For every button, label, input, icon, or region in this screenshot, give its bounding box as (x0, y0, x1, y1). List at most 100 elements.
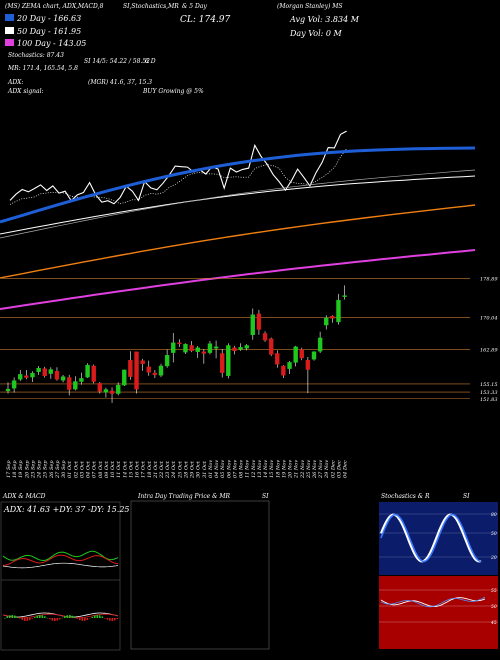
adx-line (2, 562, 119, 569)
macd-signal-line (2, 613, 119, 619)
header-studies: SI,Stochastics,MR (123, 3, 179, 10)
date-label: 17 Sep (6, 460, 12, 478)
price-level-label: 162.89 (480, 348, 498, 354)
date-label: 08 Oct (98, 460, 104, 478)
date-label: 07 Nov (232, 460, 238, 478)
date-label: 28 Oct (183, 460, 189, 479)
date-label: 25 Oct (177, 460, 183, 479)
candle-down (189, 345, 194, 352)
macd-histogram-bar (49, 618, 51, 620)
macd-histogram-bar (106, 618, 109, 620)
candle-up (287, 362, 292, 369)
date-axis: 17 Sep 18 Sep 19 Sep 20 Sep 23 Sep 24 Sep 25 S… (6, 460, 349, 479)
candle-down (219, 353, 225, 373)
price-level-label: 153.33 (480, 390, 498, 396)
candle-up (36, 367, 41, 372)
candle-up (226, 345, 231, 376)
date-label: 07 Oct (92, 460, 98, 478)
date-label: 11 Nov (245, 460, 251, 478)
macd-histogram-bar (101, 616, 104, 618)
macd-histogram-bar (66, 615, 69, 618)
candle-up (60, 376, 66, 381)
candle-down (140, 360, 145, 364)
intraday-panel (130, 500, 270, 650)
macd-histogram-bar (16, 616, 19, 618)
candlesticks (5, 285, 347, 403)
date-label: 14 Oct (122, 460, 128, 478)
date-label: 04 Oct (86, 460, 92, 478)
date-label: 30 Sep (61, 460, 67, 478)
macd-histogram-bar (94, 615, 96, 618)
date-label: 15 Nov (269, 460, 275, 478)
macd-histogram-bar (36, 615, 39, 618)
date-label: 21 Oct (153, 460, 159, 479)
candle-down (305, 359, 311, 370)
macd-histogram-bar (44, 616, 46, 618)
buy-signal: BUY Growing @ 5% (142, 88, 204, 95)
header-title: (MS) ZEMA chart, ADX,MACD,8 (5, 3, 104, 10)
day-volume: Day Vol: 0 M (289, 29, 343, 38)
date-label: 25 Nov (306, 460, 312, 479)
stoch-level-label: 80 (491, 512, 497, 518)
candle-up (311, 351, 317, 360)
macd-histogram-bar (41, 615, 44, 618)
date-label: 26 Sep (49, 460, 55, 479)
candle-down (152, 372, 158, 376)
macd-histogram-bar (71, 615, 74, 618)
macd-histogram-bar (46, 617, 49, 619)
macd-histogram-bar (114, 618, 116, 621)
date-label: 11 Oct (116, 460, 122, 478)
intra-panel-title: Intra Day Trading Price & MR (137, 493, 231, 500)
price-level-label: 178.89 (480, 276, 498, 282)
macd-histogram-bar (96, 615, 99, 618)
date-label: 20 Sep (24, 460, 30, 479)
macd-histogram-bar (61, 617, 64, 619)
date-label: 15 Oct (128, 460, 134, 478)
macd-histogram-bar (111, 618, 114, 621)
date-label: 01 Oct (67, 460, 73, 478)
adx-signal-label: ADX signal: (7, 88, 44, 95)
candle-down (109, 390, 115, 394)
adx-values: (MGR) 41.6, 37, 15.3 (88, 79, 152, 86)
candle-down (268, 338, 274, 355)
price-level-label: 151.83 (480, 397, 498, 403)
date-label: 09 Oct (104, 460, 110, 478)
candle-down (177, 342, 182, 345)
macd-histogram-bar (24, 618, 26, 621)
macd-histogram-bar (26, 618, 29, 621)
macd-histogram-bar (109, 618, 111, 621)
adx-panel-readout: ADX: 41.63 +DY: 37 -DY: 15.25 (3, 505, 130, 514)
si-panel (379, 576, 498, 649)
macd-histogram-bar (81, 618, 84, 621)
date-label: 03 Dec (336, 460, 342, 478)
date-label: 22 Nov (300, 460, 306, 479)
candle-up (5, 388, 11, 392)
date-label: 19 Nov (281, 460, 287, 478)
intra-panel-si: SI (262, 493, 269, 500)
macd-histogram-bar (4, 618, 6, 619)
adx-panel-title: ADX & MACD (2, 493, 46, 500)
date-label: 18 Nov (275, 460, 281, 478)
macd-histogram-bar (84, 618, 86, 621)
date-label: 29 Nov (324, 460, 330, 479)
candle-down (201, 351, 207, 354)
date-label: 22 Oct (159, 460, 165, 479)
macd-histogram-bar (31, 618, 34, 619)
mr-readout: MR: 171.4, 165.54, 5.8 (7, 65, 78, 72)
date-label: 06 Nov (226, 460, 232, 478)
si-level-label: 45 (490, 620, 497, 626)
price-level-label: 170.04 (480, 316, 498, 322)
macd-histogram-bar (39, 615, 41, 618)
macd-histogram-bar (74, 617, 76, 618)
macd-histogram-bar (21, 618, 24, 620)
candle-down (134, 351, 139, 390)
candle-down (91, 365, 96, 382)
adx-macd-panel (0, 501, 121, 651)
date-label: 01 Nov (208, 460, 214, 478)
ma50-line (0, 175, 476, 235)
candle-up (213, 346, 219, 349)
ma100-line (0, 204, 476, 279)
candle-up (115, 384, 121, 394)
six-d-label: 6 D (145, 58, 156, 65)
